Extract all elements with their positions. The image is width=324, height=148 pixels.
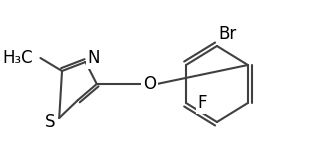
Text: N: N [87,49,100,67]
Text: S: S [45,113,55,131]
Text: Br: Br [219,25,237,43]
Text: H₃C: H₃C [2,49,33,67]
Text: F: F [197,94,207,112]
Text: O: O [143,75,156,93]
